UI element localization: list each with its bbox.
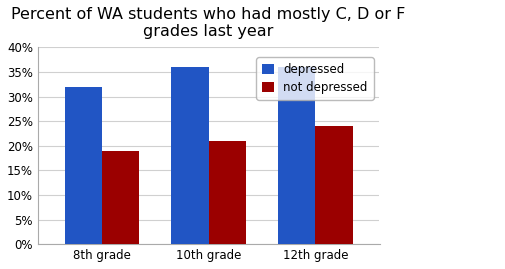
Bar — [171, 67, 208, 244]
Title: Percent of WA students who had mostly C, D or F
grades last year: Percent of WA students who had mostly C,… — [12, 7, 405, 39]
Bar — [315, 126, 352, 244]
Bar — [64, 87, 102, 244]
Bar — [278, 67, 315, 244]
Bar — [208, 141, 245, 244]
Legend: depressed, not depressed: depressed, not depressed — [256, 57, 373, 100]
Bar — [102, 151, 139, 244]
